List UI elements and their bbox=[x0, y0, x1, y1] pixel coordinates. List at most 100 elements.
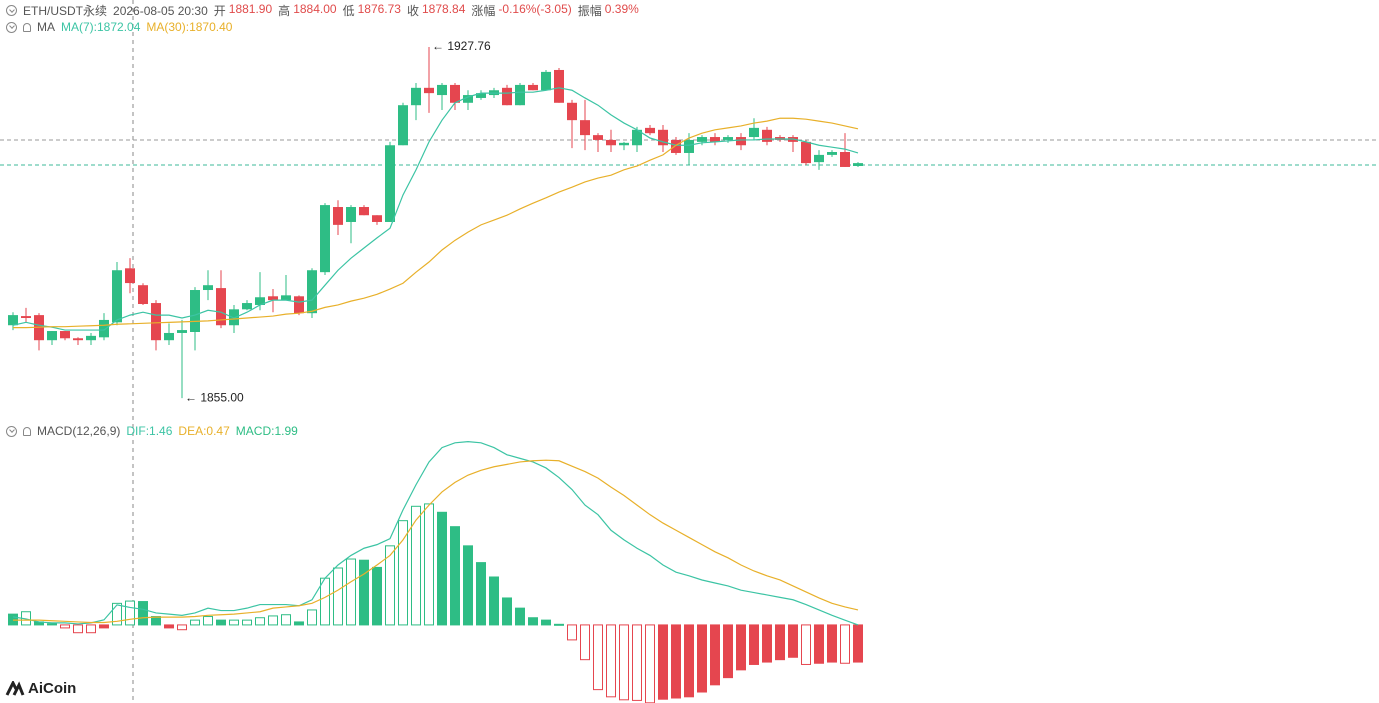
candle-body bbox=[320, 205, 330, 273]
macd-title: MACD(12,26,9) bbox=[37, 424, 121, 438]
candle-body bbox=[840, 152, 850, 167]
macd-bar bbox=[762, 624, 772, 663]
collapse-icon[interactable] bbox=[6, 5, 17, 16]
macd-bar bbox=[398, 520, 408, 626]
alert-icon[interactable] bbox=[23, 22, 31, 32]
candle-body bbox=[8, 315, 18, 326]
field-value: 0.39% bbox=[604, 2, 639, 16]
macd-bar bbox=[372, 566, 382, 626]
header-field: 高 1884.00 bbox=[278, 2, 336, 19]
header-field: 振幅 0.39% bbox=[578, 2, 639, 19]
macd-bar bbox=[229, 619, 239, 626]
field-label: 振幅 bbox=[577, 4, 602, 18]
annotation: ← 1855.00 bbox=[185, 390, 244, 404]
macd-bar bbox=[502, 597, 512, 626]
macd-bar bbox=[164, 624, 174, 629]
candle-body bbox=[814, 154, 824, 163]
macd-bar bbox=[567, 624, 577, 641]
macd-bar bbox=[125, 600, 135, 626]
macd-bar bbox=[411, 505, 421, 626]
macd-bar bbox=[450, 526, 460, 626]
candle-body bbox=[151, 303, 161, 341]
candle-body bbox=[450, 84, 460, 103]
legend-entry: MA(7):1872.04 bbox=[61, 20, 141, 34]
ma-legend: MA MA(7):1872.04 MA(30):1870.40 bbox=[6, 20, 232, 34]
candle-body bbox=[125, 268, 135, 284]
header-field: 低 1876.73 bbox=[343, 2, 401, 19]
field-value: 1876.73 bbox=[357, 2, 401, 16]
macd-bar bbox=[671, 624, 681, 699]
macd-bar bbox=[47, 623, 57, 626]
candle-body bbox=[190, 290, 200, 332]
macd-bar bbox=[203, 616, 213, 626]
legend-title: MA bbox=[37, 20, 55, 34]
ma-line bbox=[12, 87, 859, 331]
macd-bar bbox=[853, 624, 863, 663]
macd-legend: MACD(12,26,9) DIF:1.46 DEA:0.47 MACD:1.99 bbox=[6, 424, 298, 438]
macd-bar bbox=[86, 624, 96, 634]
macd-line bbox=[12, 440, 859, 626]
candle-body bbox=[47, 331, 57, 341]
collapse-icon[interactable] bbox=[6, 425, 17, 437]
macd-bar bbox=[333, 567, 343, 626]
collapse-icon[interactable] bbox=[6, 21, 17, 33]
candle-body bbox=[164, 332, 174, 341]
candle-body bbox=[255, 297, 265, 305]
candle-body bbox=[463, 95, 473, 103]
candle-body bbox=[541, 71, 551, 91]
candle-body bbox=[801, 141, 811, 164]
candle-body bbox=[502, 87, 512, 106]
candle-body bbox=[138, 285, 148, 305]
candle-body bbox=[229, 309, 239, 326]
macd-bar bbox=[606, 624, 616, 698]
candle-body bbox=[268, 296, 278, 301]
candle-body bbox=[203, 285, 213, 291]
alert-icon[interactable] bbox=[23, 426, 31, 436]
candle-body bbox=[177, 330, 187, 333]
candle-body bbox=[658, 129, 668, 146]
candle-body bbox=[684, 139, 694, 153]
candle-body bbox=[723, 137, 733, 140]
symbol: ETH/USDT永续 bbox=[23, 4, 108, 18]
candle-body bbox=[632, 129, 642, 146]
candle-body bbox=[242, 303, 252, 310]
macd-bar bbox=[177, 624, 187, 631]
macd-bar bbox=[684, 624, 694, 698]
candle-body bbox=[216, 288, 226, 326]
ma-line bbox=[13, 117, 859, 329]
candle-body bbox=[554, 69, 564, 103]
candle-body bbox=[385, 145, 395, 222]
header-field: 开 1881.90 bbox=[214, 2, 272, 19]
annotation: ← 1927.76 bbox=[432, 39, 491, 53]
legend-entry: MA(30):1870.40 bbox=[146, 20, 233, 34]
candle-body bbox=[333, 207, 343, 225]
macd-bar bbox=[580, 624, 590, 661]
field-label: 开 bbox=[213, 4, 226, 18]
candle-body bbox=[853, 163, 863, 166]
candle-body bbox=[762, 129, 772, 142]
macd-bar bbox=[437, 511, 447, 626]
candle-body bbox=[112, 270, 122, 323]
logo-icon bbox=[5, 680, 25, 696]
candle-body bbox=[398, 105, 408, 146]
macd-bar bbox=[320, 577, 330, 626]
macd-bar bbox=[190, 619, 200, 626]
candle-body bbox=[281, 295, 291, 301]
macd-bar bbox=[294, 621, 304, 626]
macd-bar bbox=[801, 624, 811, 665]
candle-body bbox=[372, 215, 382, 222]
macd-bar bbox=[723, 624, 733, 679]
macd-bar bbox=[489, 576, 499, 626]
candle-body bbox=[749, 127, 759, 138]
candle-body bbox=[294, 296, 304, 314]
macd-bar bbox=[840, 624, 850, 664]
macd-bar bbox=[736, 624, 746, 671]
field-label: 涨幅 bbox=[471, 4, 496, 18]
macd-bar bbox=[359, 559, 369, 626]
legend-entry: DIF:1.46 bbox=[126, 424, 173, 438]
macd-bar bbox=[645, 624, 655, 703]
candle-body bbox=[21, 316, 31, 319]
field-label: 低 bbox=[342, 4, 355, 18]
macd-bar bbox=[463, 545, 473, 626]
